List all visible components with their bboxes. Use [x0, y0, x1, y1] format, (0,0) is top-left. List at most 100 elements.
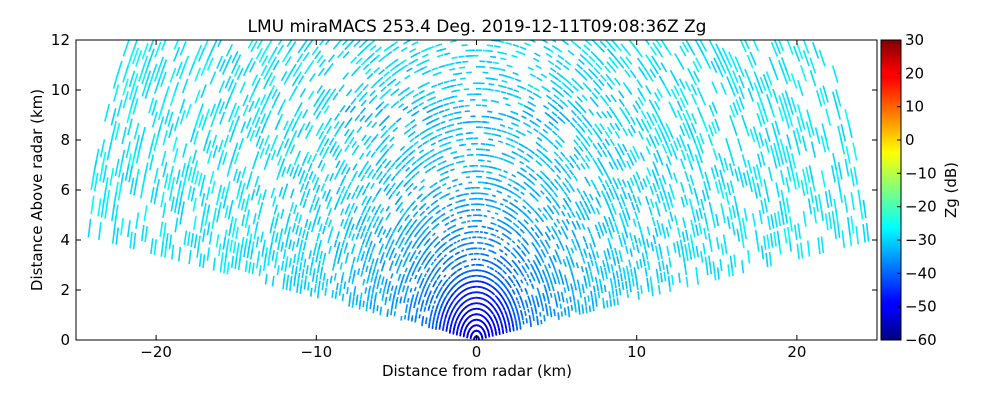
radar-echo-gate — [334, 152, 341, 161]
radar-echo-gate — [459, 66, 466, 69]
radar-echo-gate — [528, 40, 536, 43]
radar-echo-gate — [649, 68, 657, 79]
radar-echo-gate — [453, 156, 458, 160]
radar-echo-gate — [357, 49, 365, 57]
radar-echo-gate — [394, 240, 399, 246]
radar-echo-gate — [535, 160, 541, 165]
radar-echo-gate — [679, 45, 687, 57]
radar-echo-gate — [413, 140, 419, 146]
radar-echo-gate — [621, 143, 628, 153]
radar-echo-gate — [569, 255, 574, 262]
radar-echo-gate — [569, 296, 572, 303]
radar-echo-gate — [516, 281, 520, 286]
radar-echo-gate — [522, 199, 527, 204]
radar-echo-gate — [642, 178, 648, 188]
radar-echo-gate — [865, 223, 870, 242]
radar-echo-gate — [418, 205, 424, 211]
radar-echo-gate — [719, 259, 723, 272]
radar-echo-gate — [658, 284, 661, 295]
radar-echo-gate — [540, 73, 548, 79]
radar-echo-gate — [263, 68, 271, 80]
radar-echo-gate — [414, 134, 420, 139]
radar-echo-gate — [509, 201, 514, 206]
radar-echo-gate — [822, 85, 829, 103]
radar-echo-gate — [544, 111, 551, 117]
radar-echo-gate — [467, 242, 471, 245]
radar-echo-gate — [630, 116, 636, 126]
radar-echo-gate — [289, 166, 295, 177]
radar-echo-gate — [323, 67, 331, 76]
radar-echo-gate — [545, 52, 553, 58]
radar-echo-gate — [520, 242, 525, 247]
radar-echo-gate — [561, 210, 566, 217]
radar-echo-gate — [560, 165, 566, 172]
radar-echo-gate — [495, 229, 499, 233]
radar-echo-gate — [725, 191, 730, 205]
radar-echo-gate — [450, 168, 455, 172]
radar-echo-gate — [614, 130, 621, 139]
radar-echo-gate — [527, 295, 530, 300]
radar-echo-gate — [652, 182, 658, 193]
radar-echo-gate — [436, 156, 442, 161]
radar-echo-gate — [336, 231, 340, 240]
radar-echo-gate — [758, 209, 763, 225]
radar-echo-gate — [448, 197, 454, 201]
radar-echo-gate — [366, 72, 374, 80]
radar-echo-gate — [278, 186, 284, 198]
radar-echo-gate — [296, 53, 304, 63]
radar-echo-gate — [293, 204, 298, 215]
radar-echo-gate — [518, 142, 524, 147]
radar-echo-gate — [582, 257, 586, 264]
radar-echo-gate — [408, 268, 412, 274]
radar-echo-gate — [547, 191, 553, 198]
radar-echo-gate — [514, 78, 522, 83]
radar-echo-gate — [525, 228, 530, 233]
radar-echo-gate — [703, 180, 708, 193]
radar-echo-gate — [491, 133, 497, 136]
radar-echo-gate — [437, 138, 444, 143]
radar-echo-gate — [444, 175, 450, 180]
radar-echo-gate — [456, 138, 461, 142]
radar-echo-gate — [795, 127, 802, 144]
radar-echo-gate — [533, 270, 537, 275]
radar-echo-gate — [376, 231, 381, 238]
radar-echo-gate — [538, 215, 543, 221]
radar-echo-gate — [793, 45, 801, 62]
radar-echo-gate — [483, 231, 488, 234]
radar-echo-gate — [597, 149, 603, 158]
radar-echo-gate — [412, 93, 419, 98]
radar-echo-gate — [318, 130, 325, 140]
radar-echo-gate — [556, 218, 561, 224]
radar-echo-gate — [645, 145, 651, 156]
radar-echo-gate — [810, 141, 817, 158]
radar-echo-gate — [274, 119, 281, 131]
radar-echo-gate — [408, 257, 413, 263]
radar-echo-gate — [583, 275, 587, 283]
radar-echo-gate — [344, 105, 351, 113]
radar-echo-gate — [587, 226, 592, 234]
radar-echo-gate — [541, 304, 544, 310]
radar-echo-gate — [527, 66, 534, 71]
radar-echo-gate — [679, 97, 686, 109]
radar-echo-gate — [543, 187, 549, 193]
radar-echo-gate — [442, 136, 449, 141]
radar-echo-gate — [239, 81, 247, 94]
radar-echo-gate — [352, 163, 358, 171]
radar-echo-gate — [533, 128, 539, 133]
radar-echo-gate — [327, 207, 332, 217]
radar-echo-gate — [333, 120, 340, 130]
radar-echo-gate — [507, 126, 513, 130]
radar-echo-gate — [427, 217, 432, 222]
radar-echo-gate — [411, 100, 418, 105]
radar-echo-gate — [437, 150, 443, 154]
radar-echo-gate — [425, 261, 429, 267]
radar-echo-gate — [772, 88, 779, 104]
radar-echo-gate — [540, 248, 545, 254]
radar-echo-gate — [385, 205, 390, 212]
radar-echo-gate — [582, 69, 590, 77]
radar-echo-gate — [540, 258, 545, 264]
radar-echo-gate — [288, 91, 295, 102]
radar-echo-gate — [733, 254, 737, 268]
radar-echo-gate — [153, 78, 161, 95]
radar-echo-gate — [501, 232, 506, 236]
